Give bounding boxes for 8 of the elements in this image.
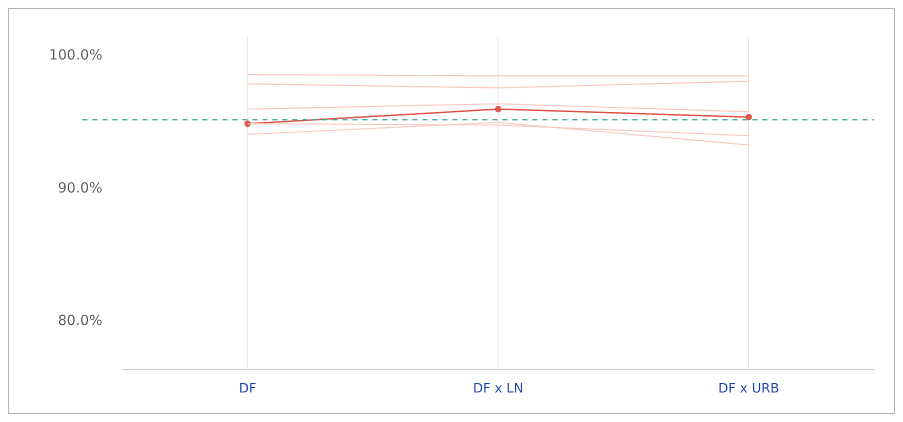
y-tick-label: 90.0% bbox=[58, 180, 102, 196]
y-tick-label: 80.0% bbox=[58, 313, 102, 330]
y-tick-label: 100.0% bbox=[48, 48, 102, 64]
x-tick-label: DF x LN bbox=[472, 382, 524, 397]
x-tick-label: DF x URB bbox=[718, 382, 780, 397]
point bbox=[494, 106, 502, 112]
x-tick-label: DF bbox=[238, 382, 256, 397]
point bbox=[745, 114, 752, 120]
